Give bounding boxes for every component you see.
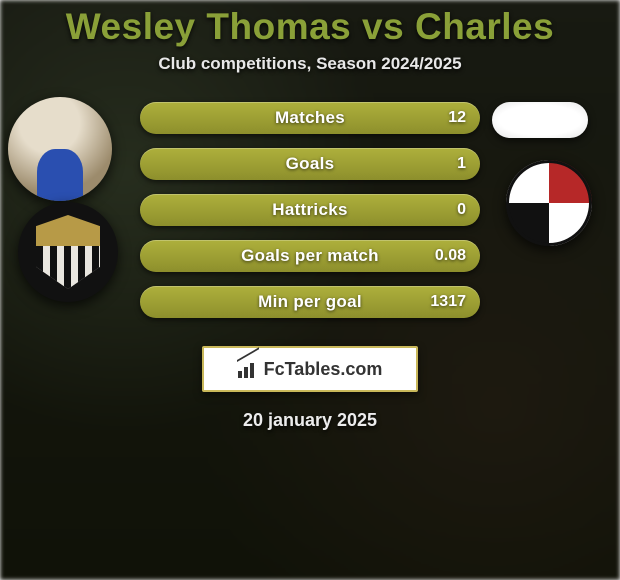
player-left-avatar [8, 97, 112, 201]
stat-bar-hattricks: Hattricks 0 [140, 194, 480, 226]
comparison-title: Wesley Thomas vs Charles [66, 6, 554, 48]
branding-box[interactable]: FcTables.com [202, 346, 418, 392]
stat-bars: Matches 12 Goals 1 Hattricks 0 Goals per… [140, 102, 480, 318]
stat-right-value: 0 [457, 201, 466, 219]
stat-bar-min-per-goal: Min per goal 1317 [140, 286, 480, 318]
stats-area: Matches 12 Goals 1 Hattricks 0 Goals per… [0, 102, 620, 332]
stat-label: Goals per match [241, 246, 379, 266]
player-right-avatar [492, 102, 588, 138]
shield-icon [36, 215, 100, 289]
branding-text: FcTables.com [264, 359, 383, 380]
stat-right-value: 12 [448, 109, 466, 127]
stat-label: Matches [275, 108, 345, 128]
stat-right-value: 1317 [430, 293, 466, 311]
subtitle: Club competitions, Season 2024/2025 [158, 54, 461, 74]
stat-bar-goals: Goals 1 [140, 148, 480, 180]
stat-label: Goals [286, 154, 335, 174]
stat-bar-matches: Matches 12 [140, 102, 480, 134]
stat-bar-goals-per-match: Goals per match 0.08 [140, 240, 480, 272]
stat-right-value: 0.08 [435, 247, 466, 265]
club-left-crest [18, 202, 118, 302]
club-right-crest [506, 160, 592, 246]
stat-label: Hattricks [272, 200, 347, 220]
snapshot-date: 20 january 2025 [243, 410, 377, 431]
bar-chart-icon [238, 360, 258, 378]
card-content: Wesley Thomas vs Charles Club competitio… [0, 0, 620, 580]
stat-right-value: 1 [457, 155, 466, 173]
stat-label: Min per goal [258, 292, 362, 312]
